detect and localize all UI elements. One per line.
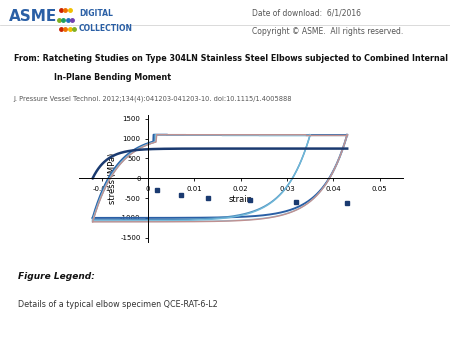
Text: DIGITAL: DIGITAL — [79, 9, 112, 18]
Text: Copyright © ASME.  All rights reserved.: Copyright © ASME. All rights reserved. — [252, 27, 403, 36]
Text: J. Pressure Vessel Technol. 2012;134(4):041203-041203-10. doi:10.1115/1.4005888: J. Pressure Vessel Technol. 2012;134(4):… — [14, 95, 292, 102]
Text: Date of download:  6/1/2016: Date of download: 6/1/2016 — [252, 9, 361, 18]
Text: In-Plane Bending Moment: In-Plane Bending Moment — [54, 73, 171, 82]
X-axis label: strain: strain — [229, 195, 253, 204]
Text: From: Ratcheting Studies on Type 304LN Stainless Steel Elbows subjected to Combi: From: Ratcheting Studies on Type 304LN S… — [14, 54, 450, 63]
Text: Details of a typical elbow specimen QCE-RAT-6-L2: Details of a typical elbow specimen QCE-… — [18, 300, 218, 309]
Text: ASME: ASME — [9, 9, 57, 24]
Text: COLLECTION: COLLECTION — [79, 24, 133, 32]
Y-axis label: stress (MPa): stress (MPa) — [108, 153, 117, 204]
Text: Figure Legend:: Figure Legend: — [18, 272, 95, 281]
